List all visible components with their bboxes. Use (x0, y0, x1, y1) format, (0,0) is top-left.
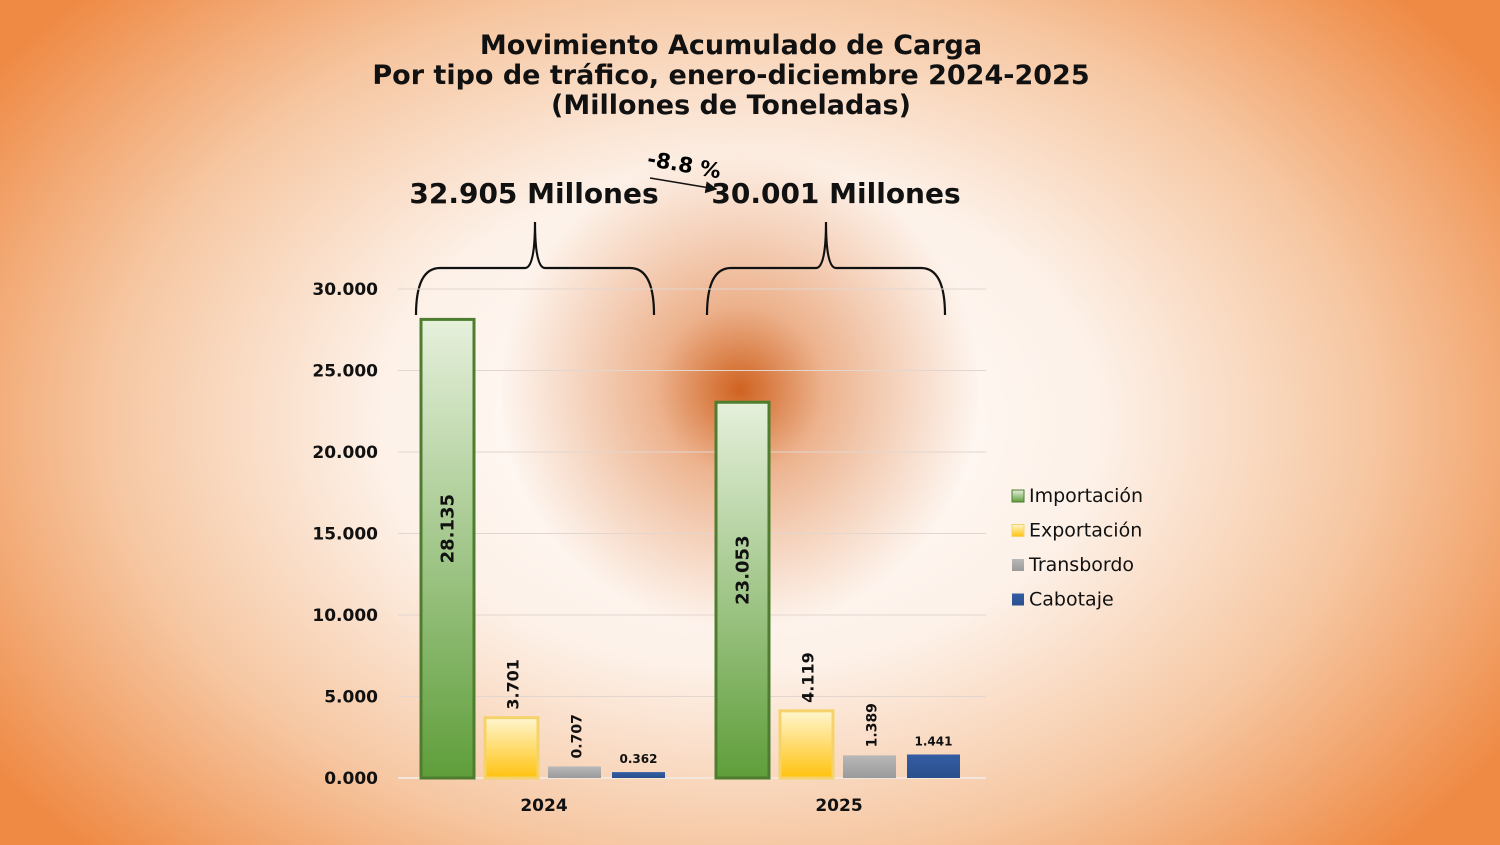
data-label: 4.119 (799, 652, 818, 703)
legend-label: Importación (1029, 485, 1143, 507)
bar-exportación-2024 (485, 717, 538, 778)
legend-swatch-cabotaje (1012, 593, 1024, 606)
bar-transbordo-2024 (548, 766, 601, 778)
data-label: 0.707 (570, 714, 586, 758)
data-label: 0.362 (620, 752, 658, 766)
legend-swatch-exportación (1011, 524, 1025, 537)
chart-title-line3: (Millones de Toneladas) (551, 90, 911, 121)
bar-cabotaje-2025 (907, 754, 960, 778)
bar-transbordo-2025 (843, 755, 896, 778)
legend-label: Transbordo (1028, 554, 1134, 576)
total-2024: 32.905 Millones (409, 177, 658, 210)
bar-exportación-2025 (780, 710, 833, 778)
y-tick-label: 30.000 (312, 280, 378, 300)
bar-importación-2024 (421, 319, 474, 778)
data-label: 3.701 (504, 659, 523, 710)
bar-importación-2025 (716, 402, 769, 778)
bar-bevel (419, 317, 476, 780)
x-tick-label: 2024 (520, 796, 567, 816)
y-tick-label: 0.000 (324, 769, 378, 789)
y-tick-label: 10.000 (312, 606, 378, 626)
y-tick-label: 5.000 (324, 688, 378, 708)
change-arrow (649, 177, 718, 194)
bar-bevel (778, 709, 835, 780)
bar-bevel (483, 716, 540, 780)
brace-2024 (414, 221, 656, 316)
legend-swatch-transbordo (1012, 559, 1024, 571)
data-label: 1.389 (865, 703, 881, 747)
chart-title-line1: Movimiento Acumulado de Carga (480, 30, 982, 61)
data-label: 23.053 (733, 535, 754, 604)
legend-swatch-importación (1011, 489, 1025, 503)
bar-cabotaje-2024 (612, 772, 665, 778)
total-2025: 30.001 Millones (711, 177, 960, 210)
legend-label: Cabotaje (1029, 589, 1114, 611)
brace-2025 (705, 221, 947, 316)
data-label: 1.441 (915, 735, 953, 749)
chart-title-line2: Por tipo de tráfico, enero-diciembre 202… (372, 60, 1089, 91)
y-tick-label: 20.000 (312, 443, 378, 463)
legend-label: Exportación (1029, 520, 1142, 542)
x-tick-label: 2025 (815, 796, 862, 816)
bar-bevel (714, 400, 771, 780)
y-tick-label: 15.000 (312, 525, 378, 545)
y-tick-label: 25.000 (312, 362, 378, 382)
data-label: 28.135 (438, 494, 459, 563)
